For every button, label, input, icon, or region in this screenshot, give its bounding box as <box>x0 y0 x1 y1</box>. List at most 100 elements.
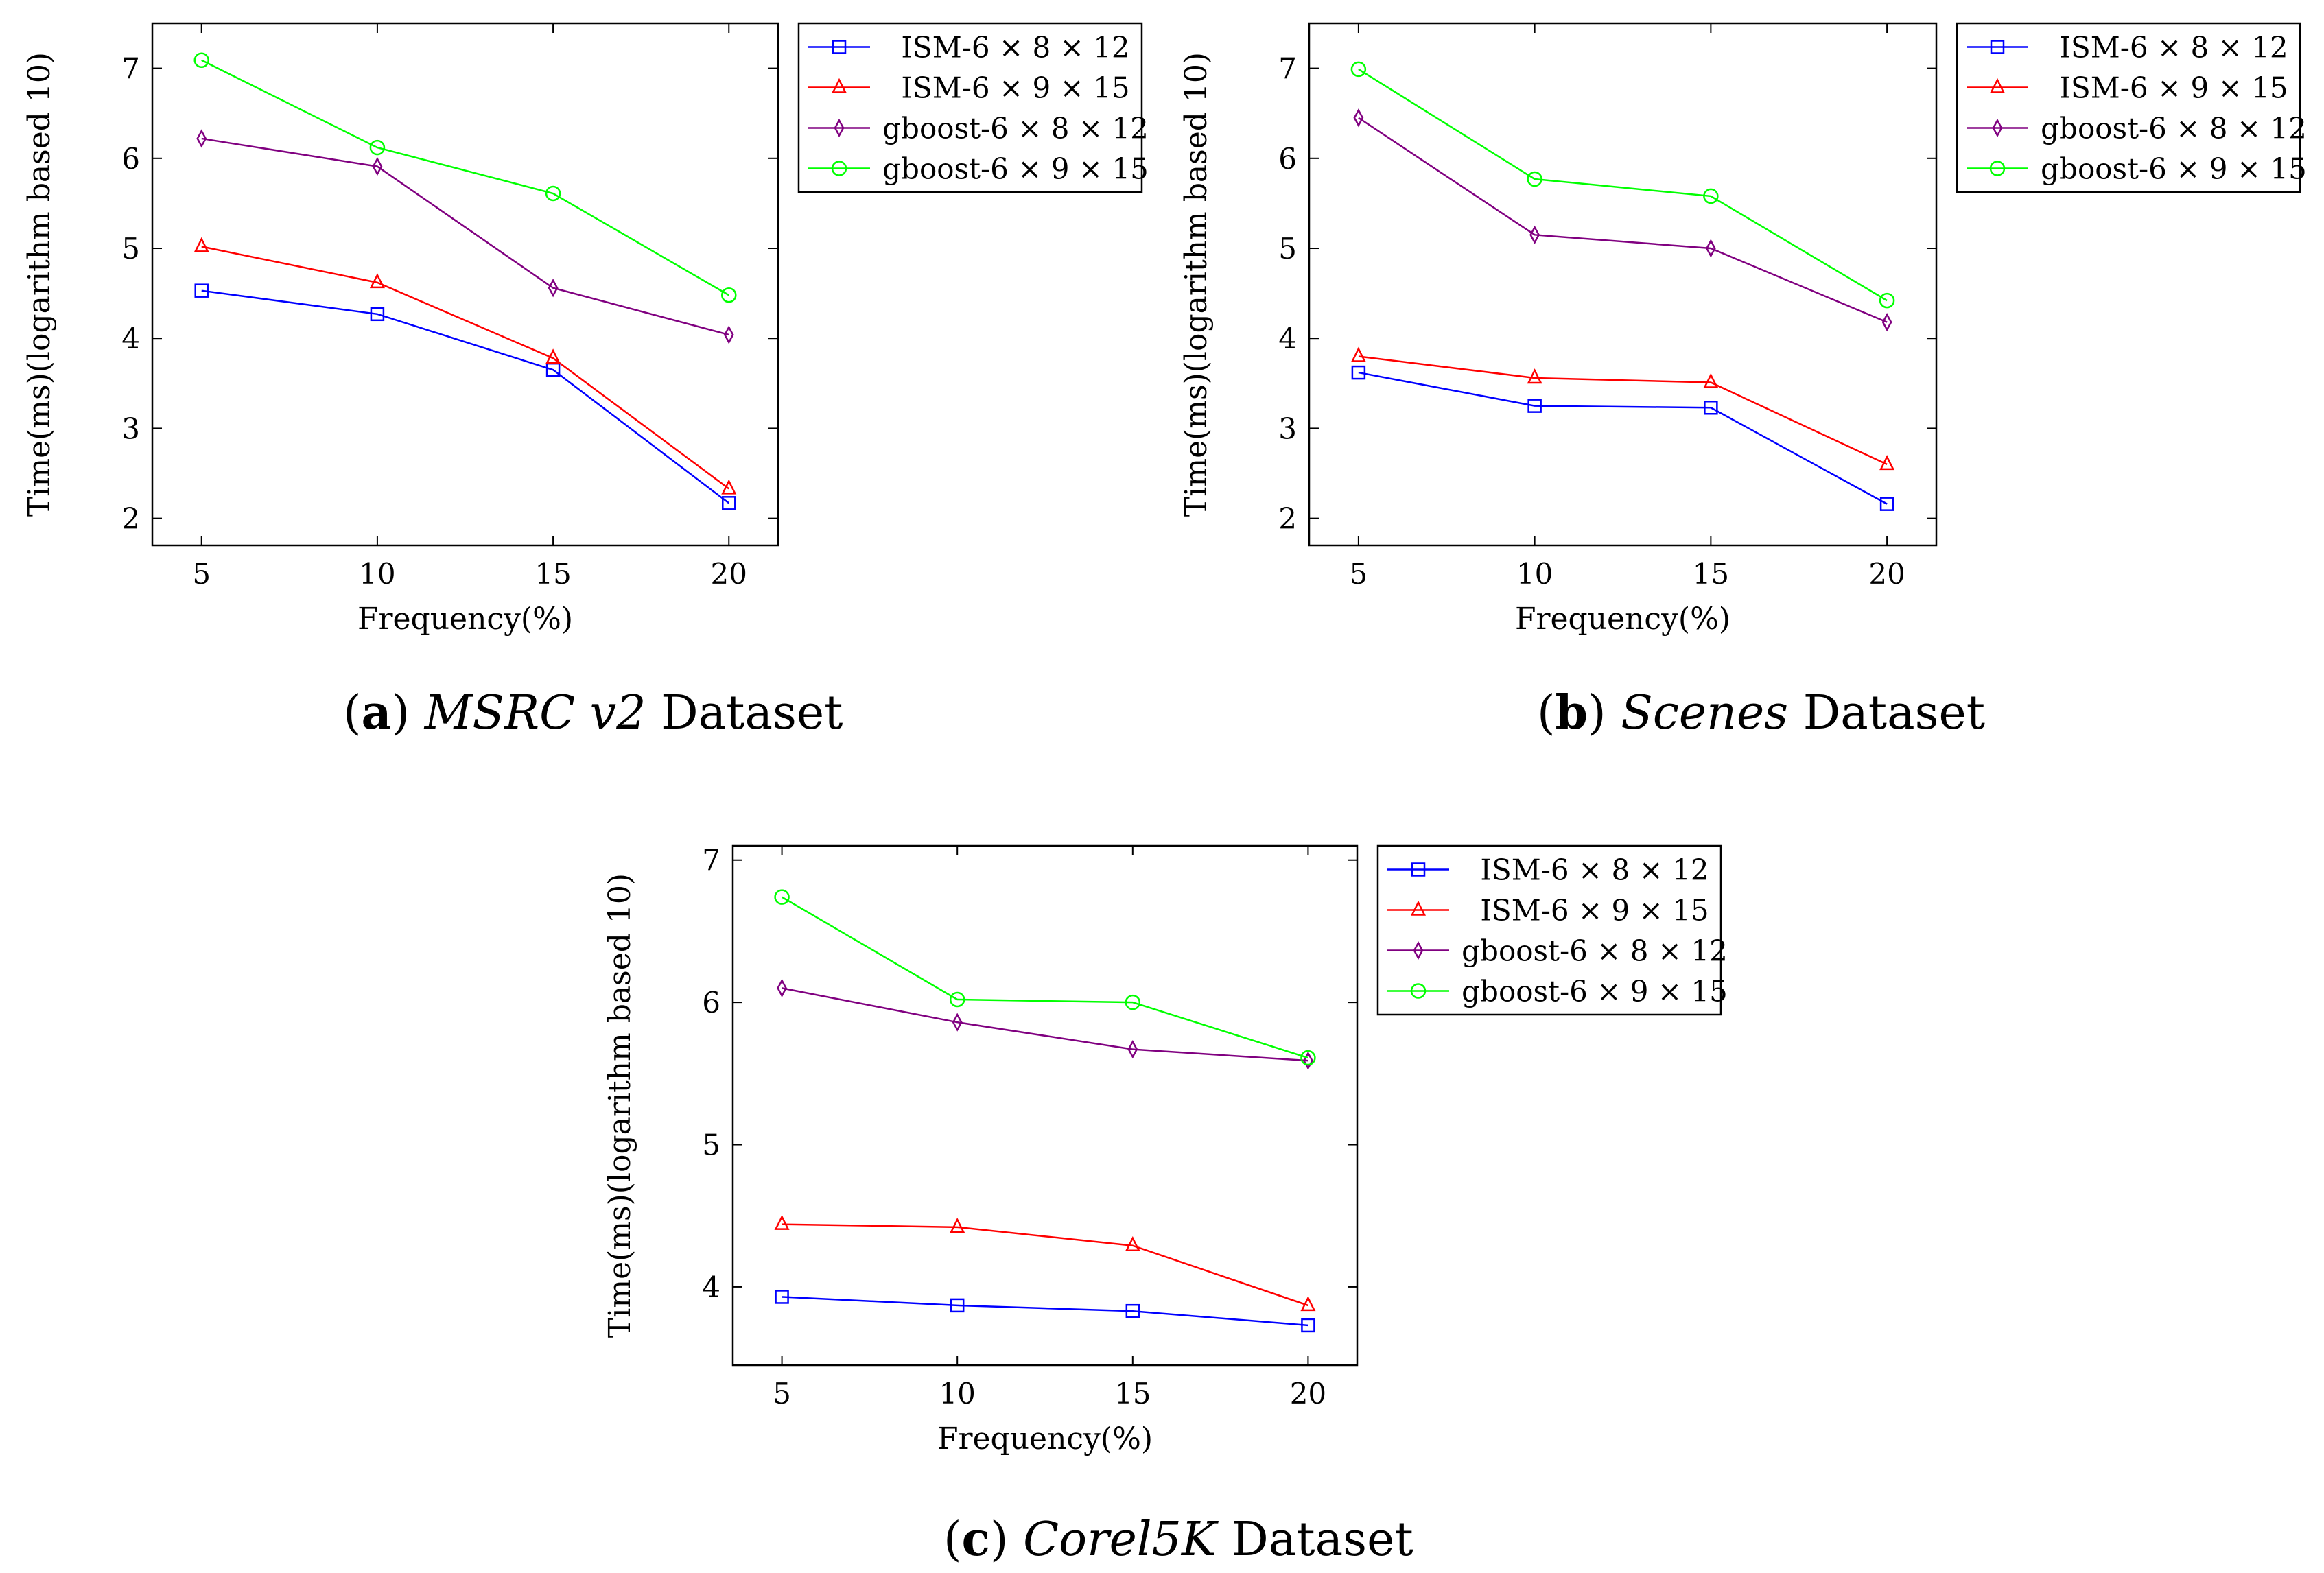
data-point <box>1527 368 1542 384</box>
legend-entry-label: ISM-6 × 9 × 15 <box>1480 894 1709 927</box>
data-point <box>1703 372 1719 388</box>
legend-swatch-marker <box>832 40 847 54</box>
legend-swatch-marker <box>834 118 845 138</box>
caption-suffix: Dataset <box>661 686 843 740</box>
legend-entry-label: ISM-6 × 9 × 15 <box>2059 71 2288 105</box>
data-point <box>1353 108 1364 128</box>
data-point <box>1303 1051 1313 1070</box>
series-line <box>201 289 730 504</box>
y-tick-label: 3 <box>1278 412 1297 445</box>
legend-swatch-marker <box>1413 941 1424 960</box>
caption-letter: a <box>361 685 392 740</box>
x-axis-label: Frequency(%) <box>937 1421 1153 1456</box>
data-point <box>721 287 737 303</box>
data-point <box>1125 994 1141 1010</box>
data-point <box>1705 239 1716 258</box>
data-point <box>722 496 736 510</box>
x-tick-label: 15 <box>535 557 571 591</box>
y-tick-label: 2 <box>1278 502 1297 536</box>
legend-swatch-marker <box>1411 862 1426 877</box>
data-point <box>1879 292 1895 309</box>
y-tick-label: 3 <box>121 412 140 445</box>
caption-c: (c) Corel5K Dataset <box>943 1512 1413 1567</box>
legend-swatch-marker <box>1410 900 1427 916</box>
legend-entry-label: ISM-6 × 8 × 12 <box>1480 853 1709 887</box>
y-axis-label: Time(ms)(logarithm based 10) <box>1179 52 1214 517</box>
data-point <box>1300 1050 1316 1066</box>
data-point <box>1529 225 1540 244</box>
x-tick-label: 5 <box>773 1377 791 1410</box>
x-axis-label: Frequency(%) <box>1515 602 1730 637</box>
data-point <box>1125 1235 1140 1252</box>
plot-area-frame <box>731 844 1359 1367</box>
legend: ISM-6 × 8 × 12 ISM-6 × 9 × 15 gboost-6 × 8… <box>797 22 1149 193</box>
data-point <box>774 1214 790 1230</box>
y-tick-label: 7 <box>702 844 720 877</box>
series-line <box>201 246 730 490</box>
x-tick-label: 15 <box>1693 557 1729 591</box>
data-point <box>369 273 385 289</box>
legend-swatch-marker <box>1989 78 2006 93</box>
y-tick-label: 2 <box>121 502 140 536</box>
caption-a: (a) MSRC v2 Dataset <box>343 685 843 740</box>
data-point <box>369 139 386 156</box>
data-point <box>775 1290 789 1304</box>
data-point <box>1703 188 1719 204</box>
data-point <box>952 1013 963 1032</box>
legend: ISM-6 × 8 × 12 ISM-6 × 9 × 15 gboost-6 × 8… <box>1376 844 1728 1016</box>
x-tick-label: 10 <box>359 557 395 591</box>
series-line <box>781 896 1308 1059</box>
x-tick-label: 20 <box>1290 1377 1326 1410</box>
chart-panel-b: 5 10 15 20 2 3 4 5 6 7 Frequency(%) Time(ms)(logari… <box>1179 22 2307 637</box>
legend-entry-label: gboost-6 × 9 × 15 <box>1462 975 1728 1008</box>
x-tick-label: 5 <box>1350 557 1368 591</box>
x-tick-label: 10 <box>939 1377 975 1410</box>
data-point <box>1301 1318 1315 1333</box>
x-tick-label: 10 <box>1516 557 1553 591</box>
plot-area-frame <box>1308 22 1938 547</box>
caption-suffix: Dataset <box>1803 686 1986 740</box>
legend: ISM-6 × 8 × 12 ISM-6 × 9 × 15 gboost-6 × 8… <box>1956 22 2307 193</box>
x-tick-label: 15 <box>1114 1377 1151 1410</box>
data-point <box>1300 1296 1316 1312</box>
series-line <box>1358 117 1888 323</box>
data-point <box>1350 346 1366 362</box>
y-tick-label: 7 <box>121 52 140 86</box>
data-point <box>548 279 559 298</box>
caption-letter: c <box>961 1512 990 1567</box>
data-point <box>721 479 737 495</box>
y-tick-label: 4 <box>121 322 140 355</box>
data-point <box>1704 401 1718 415</box>
legend-entry-label: gboost-6 × 8 × 12 <box>1462 934 1728 968</box>
y-tick-label: 6 <box>121 142 140 176</box>
y-axis-label: Time(ms)(logarithm based 10) <box>602 873 637 1338</box>
caption-dataset-name: Scenes <box>1621 686 1789 740</box>
y-tick-label: 6 <box>1278 142 1297 176</box>
chart-panel-c: 5 10 15 20 4 5 6 7 Frequency(%) Time(ms)(logarith… <box>602 844 1728 1456</box>
data-point <box>774 889 790 905</box>
data-point <box>1881 312 1892 332</box>
caption-suffix: Dataset <box>1231 1513 1413 1567</box>
series-line <box>1358 355 1888 466</box>
legend-swatch-marker <box>1989 161 2006 176</box>
caption-dataset-name: MSRC v2 <box>424 686 646 740</box>
plot-area-frame <box>151 22 779 547</box>
data-point <box>950 1218 965 1233</box>
data-point <box>194 283 209 298</box>
chart-panel-a: 5 10 15 20 2 3 4 5 6 7 Frequency(%) Time(ms)(logari… <box>22 22 1149 637</box>
legend-swatch-marker <box>1992 118 2003 138</box>
legend-entry-label: gboost-6 × 9 × 15 <box>2041 152 2307 186</box>
data-point <box>1350 61 1367 78</box>
legend-entry-label: ISM-6 × 9 × 15 <box>901 71 1129 105</box>
y-tick-label: 4 <box>702 1270 720 1304</box>
legend-entry-label: ISM-6 × 8 × 12 <box>2059 31 2288 64</box>
data-point <box>1127 1039 1138 1059</box>
data-point <box>1879 455 1895 471</box>
y-tick-label: 4 <box>1278 322 1297 355</box>
legend-entry-label: gboost-6 × 8 × 12 <box>882 112 1149 145</box>
legend-entry-label: ISM-6 × 8 × 12 <box>901 31 1129 64</box>
caption-b: (b) Scenes Dataset <box>1537 685 1986 740</box>
legend-swatch-marker <box>831 161 847 176</box>
data-point <box>949 991 965 1008</box>
